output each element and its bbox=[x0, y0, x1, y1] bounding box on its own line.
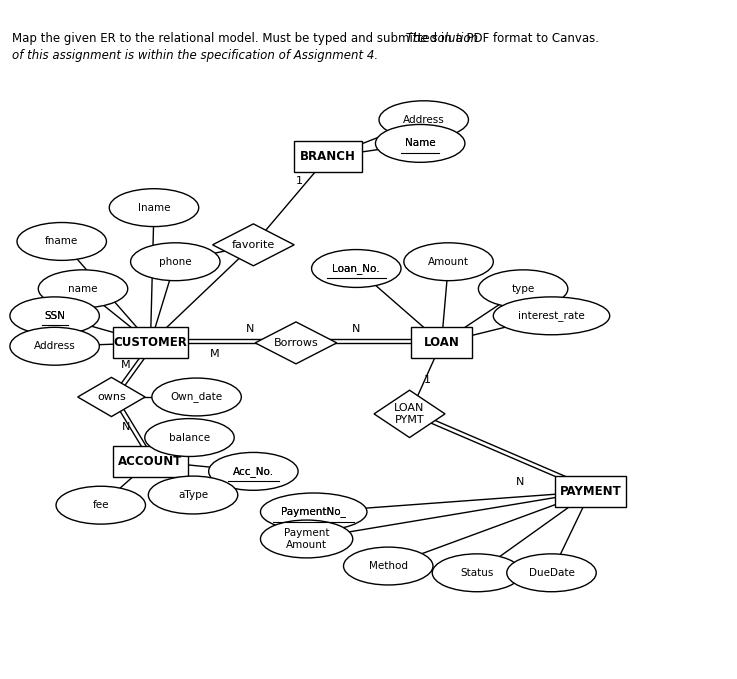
Ellipse shape bbox=[379, 100, 469, 139]
Text: N: N bbox=[352, 325, 360, 334]
Ellipse shape bbox=[404, 243, 493, 280]
Text: BRANCH: BRANCH bbox=[300, 151, 356, 164]
Text: Borrows: Borrows bbox=[273, 338, 318, 348]
Text: ACCOUNT: ACCOUNT bbox=[118, 455, 183, 468]
Text: Method: Method bbox=[368, 561, 408, 571]
Text: Loan_No.: Loan_No. bbox=[332, 263, 380, 274]
Text: Status: Status bbox=[461, 568, 494, 578]
Polygon shape bbox=[77, 378, 145, 417]
Ellipse shape bbox=[130, 243, 220, 280]
Text: M: M bbox=[121, 360, 130, 370]
Text: Name: Name bbox=[405, 139, 436, 149]
Text: N: N bbox=[245, 325, 254, 334]
Text: name: name bbox=[69, 284, 98, 294]
Text: type: type bbox=[511, 284, 535, 294]
Text: PaymentNo_: PaymentNo_ bbox=[282, 507, 346, 517]
Text: Acc_No.: Acc_No. bbox=[233, 466, 274, 477]
Text: of this assignment is within the specification of Assignment 4.: of this assignment is within the specifi… bbox=[12, 49, 378, 62]
Text: LOAN: LOAN bbox=[424, 336, 459, 350]
Text: favorite: favorite bbox=[231, 240, 275, 250]
Text: PaymentNo_: PaymentNo_ bbox=[282, 507, 346, 517]
Text: SSN: SSN bbox=[44, 311, 65, 321]
Text: N: N bbox=[122, 422, 130, 433]
Bar bbox=[294, 141, 362, 172]
Text: CUSTOMER: CUSTOMER bbox=[113, 336, 187, 350]
Text: owns: owns bbox=[97, 392, 126, 402]
Polygon shape bbox=[374, 390, 445, 437]
Text: Own_date: Own_date bbox=[170, 392, 223, 403]
Ellipse shape bbox=[10, 297, 99, 335]
Bar bbox=[411, 327, 472, 359]
Text: The solution: The solution bbox=[12, 32, 478, 45]
Ellipse shape bbox=[507, 554, 596, 591]
Ellipse shape bbox=[17, 223, 106, 260]
Polygon shape bbox=[212, 224, 294, 265]
Text: balance: balance bbox=[169, 433, 210, 443]
Text: PAYMENT: PAYMENT bbox=[559, 485, 621, 498]
Text: Address: Address bbox=[403, 115, 444, 125]
Text: 1: 1 bbox=[424, 375, 431, 385]
Text: Payment
Amount: Payment Amount bbox=[284, 528, 329, 550]
Text: interest_rate: interest_rate bbox=[518, 310, 585, 321]
Ellipse shape bbox=[260, 493, 367, 531]
Ellipse shape bbox=[260, 520, 353, 558]
Ellipse shape bbox=[433, 554, 522, 591]
Text: aType: aType bbox=[178, 490, 208, 500]
Ellipse shape bbox=[10, 327, 99, 365]
Text: N: N bbox=[515, 477, 524, 487]
Text: fee: fee bbox=[93, 500, 109, 510]
Polygon shape bbox=[255, 322, 337, 364]
Text: Loan_No.: Loan_No. bbox=[332, 263, 380, 274]
Text: M: M bbox=[209, 350, 219, 359]
Ellipse shape bbox=[109, 189, 199, 227]
Ellipse shape bbox=[209, 452, 298, 490]
Text: Acc_No.: Acc_No. bbox=[233, 466, 274, 477]
Bar bbox=[113, 445, 188, 477]
Ellipse shape bbox=[144, 419, 234, 456]
Text: fname: fname bbox=[45, 236, 78, 246]
Ellipse shape bbox=[343, 547, 433, 585]
Text: Address: Address bbox=[34, 342, 75, 351]
Ellipse shape bbox=[56, 486, 145, 524]
Ellipse shape bbox=[152, 378, 241, 416]
Text: SSN: SSN bbox=[44, 311, 65, 321]
Text: phone: phone bbox=[159, 257, 192, 267]
Text: 1: 1 bbox=[296, 176, 303, 185]
Bar bbox=[113, 327, 188, 359]
Ellipse shape bbox=[493, 297, 609, 335]
Ellipse shape bbox=[38, 270, 128, 308]
Bar bbox=[555, 476, 626, 507]
Text: LOAN
PYMT: LOAN PYMT bbox=[394, 403, 425, 424]
Ellipse shape bbox=[375, 124, 465, 162]
Text: Iname: Iname bbox=[138, 202, 170, 213]
Ellipse shape bbox=[312, 250, 401, 287]
Text: Map the given ER to the relational model. Must be typed and submitted in a PDF f: Map the given ER to the relational model… bbox=[12, 32, 599, 45]
Ellipse shape bbox=[148, 476, 238, 514]
Text: Amount: Amount bbox=[428, 257, 469, 267]
Ellipse shape bbox=[478, 270, 567, 308]
Text: DueDate: DueDate bbox=[528, 568, 574, 578]
Text: Name: Name bbox=[405, 139, 436, 149]
